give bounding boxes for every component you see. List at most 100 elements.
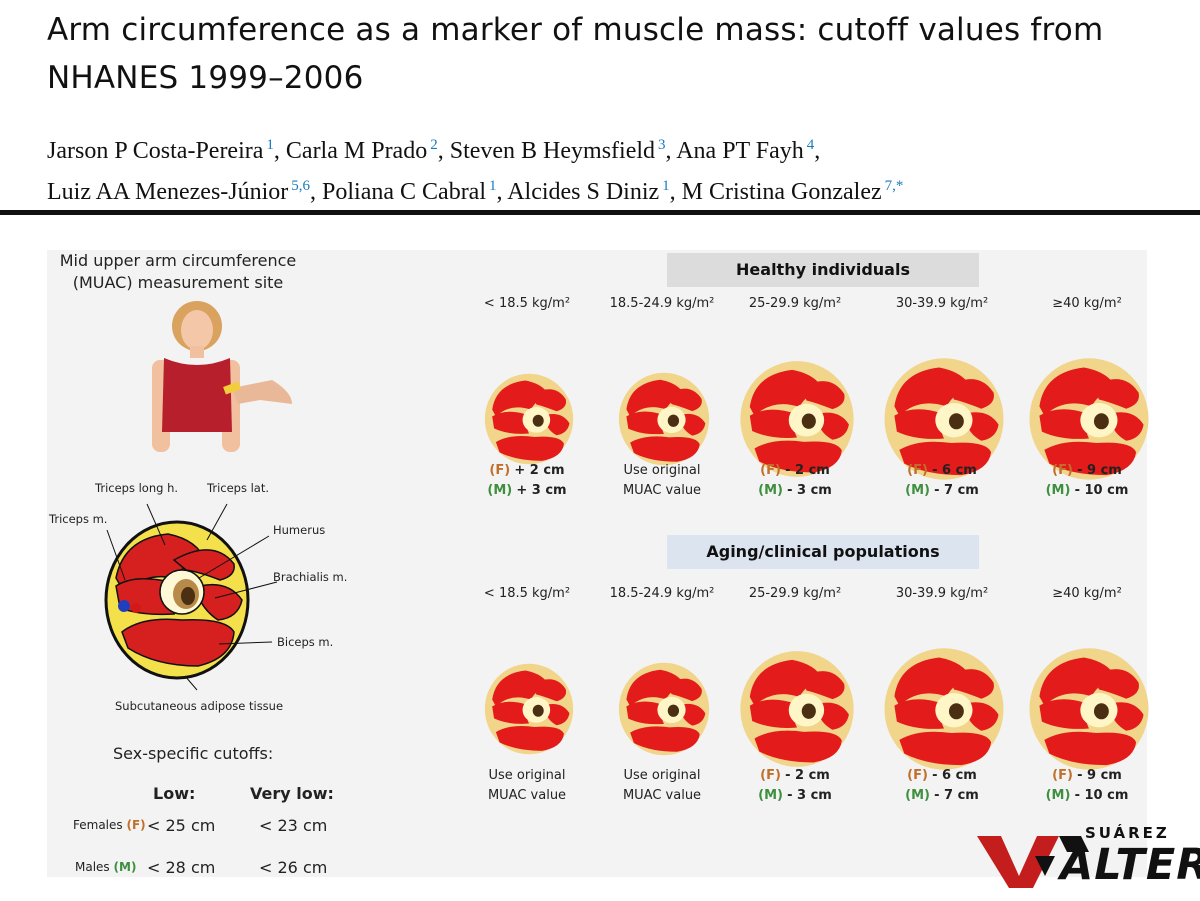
female-code: (F) bbox=[1052, 463, 1073, 478]
author-name[interactable]: Luiz AA Menezes-Júnior bbox=[47, 179, 289, 205]
male-adjustment: (M) + 3 cm bbox=[447, 481, 607, 501]
clinical-adjustment-label: (F) - 2 cm (M) - 3 cm bbox=[715, 766, 875, 806]
author-affiliation[interactable]: 1 bbox=[662, 178, 670, 194]
male-adjustment: (M) - 7 cm bbox=[862, 481, 1022, 501]
author-name[interactable]: Alcides S Diniz bbox=[507, 179, 660, 205]
author-name[interactable]: Steven B Heymsfield bbox=[449, 138, 656, 164]
title-line-2: NHANES 1999–2006 bbox=[47, 60, 364, 96]
female-code: (F) bbox=[760, 768, 781, 783]
females-label: Females bbox=[73, 818, 123, 832]
healthy-bmi-label: ≥40 kg/m² bbox=[1052, 296, 1122, 311]
adjustment-note-line-1: Use original bbox=[488, 768, 566, 783]
clinical-bmi-label: 30-39.9 kg/m² bbox=[895, 586, 989, 601]
clinical-adjustment-label: (F) - 9 cm (M) - 10 cm bbox=[1007, 766, 1167, 806]
female-adjustment: (F) - 9 cm bbox=[1007, 766, 1167, 786]
clinical-adjustment-label: Use original MUAC value bbox=[582, 766, 742, 806]
author-affiliation[interactable]: 3 bbox=[658, 137, 666, 153]
female-adjustment: (F) - 2 cm bbox=[715, 766, 875, 786]
title-line-1: Arm circumference as a marker of muscle … bbox=[47, 12, 1104, 48]
female-code: (F) bbox=[907, 768, 928, 783]
figure-panel: Mid upper arm circumference (MUAC) measu… bbox=[47, 250, 1149, 877]
arm-cross-section-icon bbox=[740, 651, 854, 767]
female-adjustment-value: - 2 cm bbox=[785, 768, 830, 783]
male-code: (M) bbox=[758, 483, 783, 498]
female-adjustment: (F) - 2 cm bbox=[715, 461, 875, 481]
male-code: (M) bbox=[905, 788, 930, 803]
title-divider bbox=[0, 210, 1200, 215]
arm-cross-section-icon bbox=[884, 648, 1004, 770]
males-label: Males bbox=[75, 860, 110, 874]
female-code: (F) bbox=[489, 463, 511, 478]
males-low-value: < 28 cm bbox=[147, 858, 216, 877]
male-adjustment-value: - 7 cm bbox=[934, 788, 979, 803]
female-adjustment-value: - 6 cm bbox=[932, 768, 977, 783]
arm-cross-section-icon bbox=[1029, 648, 1149, 770]
site-caption-line-2: (MUAC) measurement site bbox=[72, 273, 284, 292]
logo-bottom-text: ALTER bbox=[1060, 840, 1200, 890]
healthy-adjustment-label: Use original MUAC value bbox=[582, 461, 742, 501]
label-humerus: Humerus bbox=[273, 523, 326, 537]
arm-cross-section-icon bbox=[484, 373, 574, 465]
female-code: (F) bbox=[907, 463, 928, 478]
author-affiliation[interactable]: 5,6 bbox=[291, 178, 311, 194]
logo-top-text: SUÁREZ bbox=[1085, 824, 1170, 842]
female-adjustment: (F) - 6 cm bbox=[862, 766, 1022, 786]
healthy-adjustment-label: (F) + 2 cm (M) + 3 cm bbox=[447, 461, 607, 501]
anatomy-leader-lines bbox=[106, 503, 278, 691]
female-adjustment: (F) - 9 cm bbox=[1007, 461, 1167, 481]
banner-healthy: Healthy individuals bbox=[667, 253, 979, 287]
male-adjustment: (M) - 3 cm bbox=[715, 786, 875, 806]
author-affiliation[interactable]: 4 bbox=[806, 137, 815, 153]
male-adjustment-value: - 10 cm bbox=[1074, 788, 1129, 803]
female-code: (F) bbox=[1052, 768, 1073, 783]
cutoffs-heading: Sex-specific cutoffs: bbox=[113, 744, 274, 763]
arm-cross-section-icon bbox=[484, 663, 574, 755]
label-triceps-lat: Triceps lat. bbox=[207, 481, 270, 495]
arm-cross-section-icon bbox=[618, 662, 710, 756]
paper-title: Arm circumference as a marker of muscle … bbox=[47, 6, 1177, 102]
cutoffs-very-low-header: Very low: bbox=[250, 784, 334, 803]
arm-cross-section-diagram bbox=[104, 520, 250, 680]
author-name[interactable]: Ana PT Fayh bbox=[676, 138, 804, 164]
healthy-adjustment-label: (F) - 2 cm (M) - 3 cm bbox=[715, 461, 875, 501]
author-name[interactable]: Poliana C Cabral bbox=[322, 179, 486, 205]
author-affiliation[interactable]: 1 bbox=[489, 178, 497, 194]
arm-cross-section-icon bbox=[1029, 358, 1149, 480]
adjustment-note-line-2: MUAC value bbox=[622, 483, 702, 498]
male-adjustment-value: - 3 cm bbox=[787, 483, 832, 498]
female-code: (F) bbox=[760, 463, 781, 478]
author-name[interactable]: M Cristina Gonzalez bbox=[681, 179, 882, 205]
male-adjustment-value: + 3 cm bbox=[516, 483, 567, 498]
male-adjustment: (M) - 10 cm bbox=[1007, 481, 1167, 501]
cutoffs-low-header: Low: bbox=[153, 784, 196, 803]
female-adjustment-value: - 9 cm bbox=[1077, 463, 1122, 478]
adjustment-note-line-2: MUAC value bbox=[487, 788, 567, 803]
label-triceps-long: Triceps long h. bbox=[95, 481, 179, 495]
healthy-adjustment-label: (F) - 9 cm (M) - 10 cm bbox=[1007, 461, 1167, 501]
clinical-bmi-label: ≥40 kg/m² bbox=[1052, 586, 1122, 601]
healthy-bmi-label: 25-29.9 kg/m² bbox=[748, 296, 842, 311]
female-adjustment-value: - 9 cm bbox=[1077, 768, 1122, 783]
author-affiliation[interactable]: 1 bbox=[266, 137, 274, 153]
male-code: (M) bbox=[758, 788, 783, 803]
male-adjustment-value: - 3 cm bbox=[787, 788, 832, 803]
females-very-low-value: < 23 cm bbox=[259, 816, 328, 835]
person-measurement-illustration bbox=[152, 301, 292, 452]
author-affiliation[interactable]: 2 bbox=[430, 137, 438, 153]
author-name[interactable]: Jarson P Costa-Pereira bbox=[47, 138, 264, 164]
male-code: (M) bbox=[487, 483, 513, 498]
author-name[interactable]: Carla M Prado bbox=[285, 138, 428, 164]
female-adjustment: (F) - 6 cm bbox=[862, 461, 1022, 481]
author-affiliation[interactable]: 7,* bbox=[884, 178, 904, 194]
males-row-label: Males (M) bbox=[75, 860, 136, 874]
author-list: Jarson P Costa-Pereira 1, Carla M Prado 2,… bbox=[47, 128, 1167, 210]
male-code: (M) bbox=[1045, 788, 1071, 803]
male-code: (M) bbox=[905, 483, 930, 498]
males-very-low-value: < 26 cm bbox=[259, 858, 328, 877]
clinical-bmi-label: < 18.5 kg/m² bbox=[483, 586, 571, 601]
males-code: (M) bbox=[113, 860, 137, 874]
females-low-value: < 25 cm bbox=[147, 816, 216, 835]
clinical-adjustment-label: Use original MUAC value bbox=[447, 766, 607, 806]
male-adjustment-value: - 7 cm bbox=[934, 483, 979, 498]
site-caption-line-1: Mid upper arm circumference bbox=[59, 251, 297, 270]
